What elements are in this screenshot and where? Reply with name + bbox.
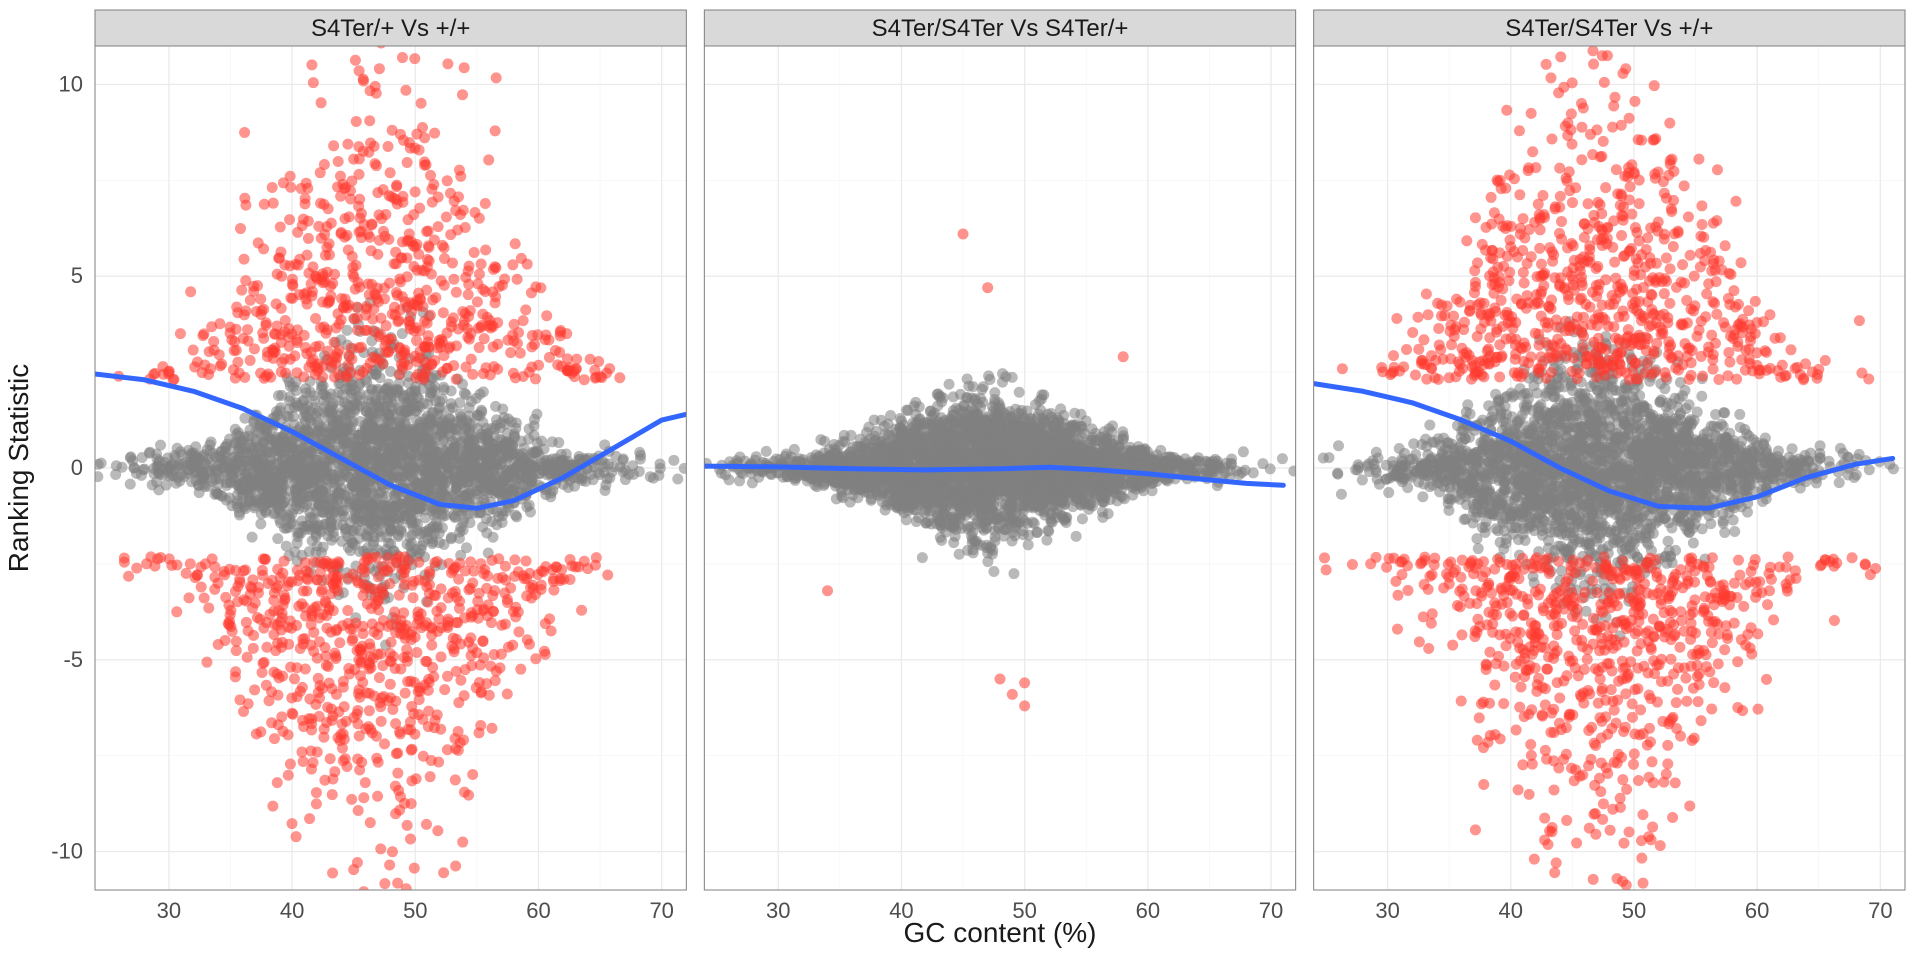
x-tick-label: 30 xyxy=(766,898,790,923)
x-tick-label: 70 xyxy=(1868,898,1892,923)
x-tick-label: 70 xyxy=(649,898,673,923)
y-axis-title: Ranking Statistic xyxy=(3,364,34,573)
x-tick-label: 30 xyxy=(1375,898,1399,923)
x-axis-title: GC content (%) xyxy=(904,917,1097,948)
x-tick-label: 40 xyxy=(1499,898,1523,923)
y-tick-label: -5 xyxy=(63,647,83,672)
y-tick-label: 5 xyxy=(71,263,83,288)
x-tick-label: 30 xyxy=(157,898,181,923)
x-tick-label: 50 xyxy=(1622,898,1646,923)
facet-scatter-figure: Ranking Statistic GC content (%) -10 -5 0 5 10… xyxy=(0,0,1920,960)
y-tick-label: -10 xyxy=(51,839,83,864)
x-tick-label: 50 xyxy=(403,898,427,923)
facet-title: S4Ter/S4Ter Vs S4Ter/+ xyxy=(872,15,1129,42)
facet-title: S4Ter/+ Vs +/+ xyxy=(311,15,470,42)
x-tick-label: 50 xyxy=(1012,898,1036,923)
x-tick-label: 60 xyxy=(1745,898,1769,923)
y-tick-label: 0 xyxy=(71,455,83,480)
x-tick-label: 60 xyxy=(1136,898,1160,923)
x-tick-label: 60 xyxy=(526,898,550,923)
y-tick-label: 10 xyxy=(59,71,83,96)
x-tick-label: 40 xyxy=(280,898,304,923)
x-tick-label: 70 xyxy=(1259,898,1283,923)
facet-title: S4Ter/S4Ter Vs +/+ xyxy=(1505,15,1713,42)
x-tick-label: 40 xyxy=(889,898,913,923)
